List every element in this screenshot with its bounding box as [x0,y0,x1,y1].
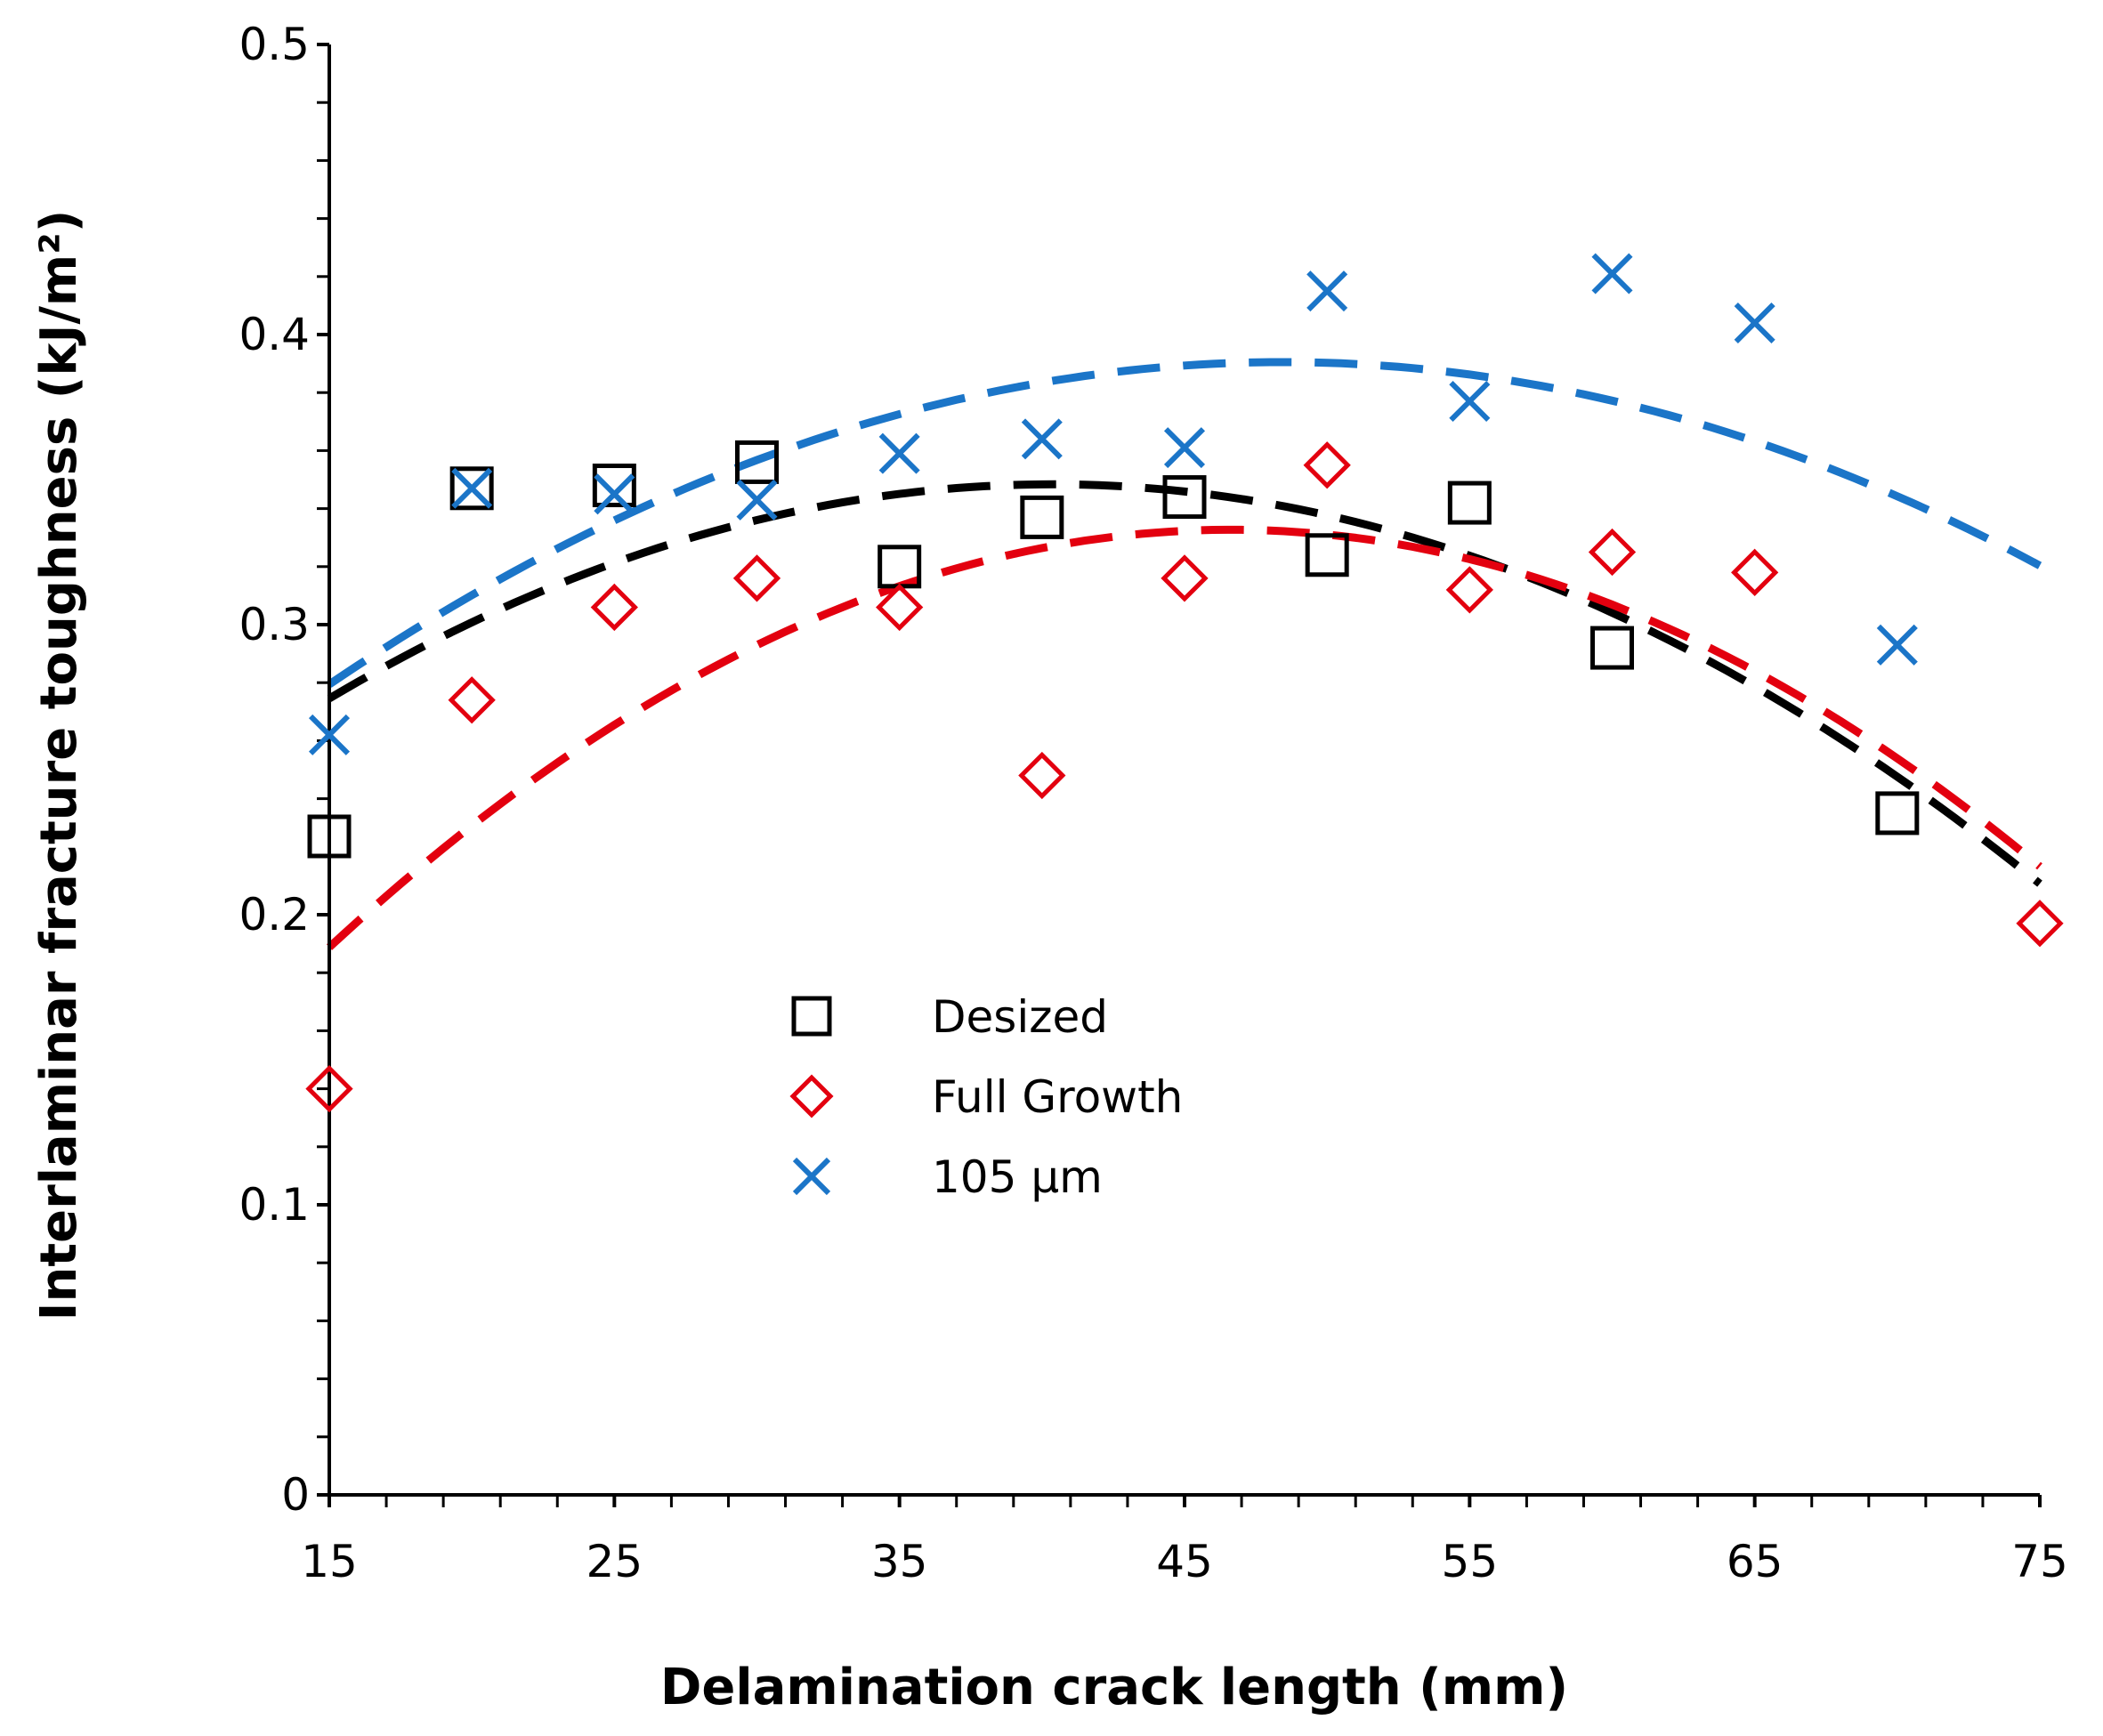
x-tick-label: 75 [2011,1536,2068,1587]
point-full-growth [305,1064,353,1113]
point-full-growth [1731,548,1779,596]
x-tick-label: 15 [301,1536,358,1587]
x-axis-title: Delamination crack length (mm) [660,1659,1568,1716]
legend-label-desized: Desized [932,991,1108,1043]
point-desized [592,464,636,508]
point-full-growth [1445,566,1493,614]
y-tick-label: 0 [281,1469,310,1521]
x-tick-label: 35 [871,1536,928,1587]
x-tick-label: 25 [586,1536,643,1587]
trendline-full-growth [326,525,2042,950]
point-full-growth [590,583,638,632]
point-105um [1449,380,1491,423]
y-tick-label: 0.4 [239,309,310,360]
point-105um [1021,418,1063,460]
x-tick-label: 45 [1156,1536,1213,1587]
x-tick-label: 65 [1727,1536,1784,1587]
y-tick-label: 0.5 [239,19,310,70]
point-full-growth [1588,528,1637,577]
point-desized [449,466,494,511]
y-tick-label: 0.1 [239,1179,310,1231]
point-full-growth [2016,900,2064,948]
point-desized [1875,791,1920,836]
legend: Desized Full Growth 105 μm [789,991,1183,1203]
point-desized [1590,626,1634,670]
point-105um [451,467,493,509]
point-full-growth [876,583,924,632]
point-desized [1020,495,1064,539]
legend-marker-full-growth [789,1074,834,1118]
y-tick-label: 0.3 [239,599,310,650]
point-105um [1876,624,1918,666]
legend-marker-105um [792,1157,831,1196]
point-105um [308,714,351,755]
trendline-desized [327,480,2042,887]
point-full-growth [1161,554,1209,602]
point-full-growth [448,676,496,724]
trendline-105um [327,358,2042,688]
legend-label-full-growth: Full Growth [932,1071,1183,1123]
axes: 0 0.1 0.2 0.3 0.4 0.5 15 25 35 45 55 65 75 [239,19,2067,1587]
y-tick-label: 0.2 [239,889,310,941]
point-105um [594,473,635,515]
y-axis-title: Interlaminar fracture toughness (kJ/m²) [30,210,88,1321]
point-105um [1306,270,1348,312]
data-markers [305,253,2064,1113]
point-desized [1162,475,1207,520]
legend-label-105um: 105 μm [932,1151,1103,1203]
point-full-growth [732,554,781,602]
point-105um [1734,302,1775,343]
point-105um [878,432,920,474]
trendlines [326,358,2042,950]
point-full-growth [1303,441,1351,489]
x-tick-label: 55 [1442,1536,1499,1587]
point-full-growth [1018,751,1066,800]
point-desized [735,440,779,484]
point-desized [307,814,352,859]
point-desized [1305,533,1349,577]
point-desized [1447,480,1492,525]
point-105um [736,479,778,521]
point-105um [1591,253,1633,295]
point-105um [1163,427,1206,469]
legend-marker-desized [791,996,832,1037]
